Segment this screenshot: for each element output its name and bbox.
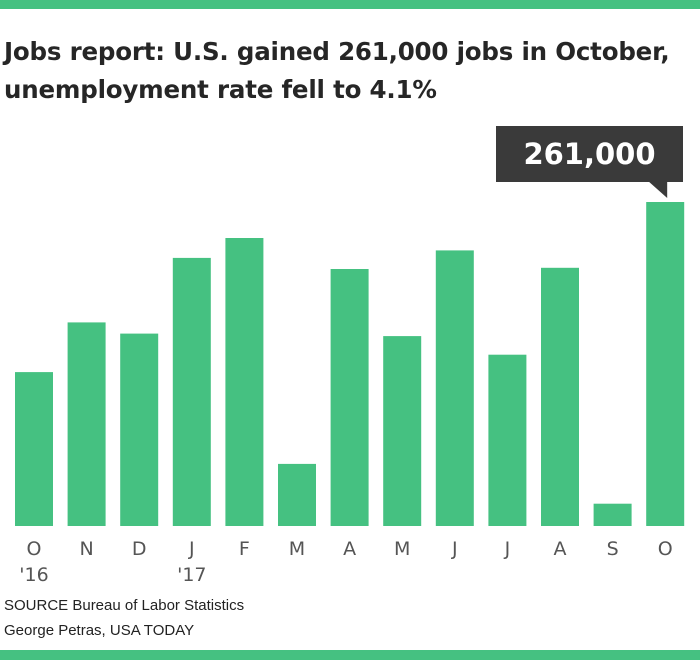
callout-box [496,126,683,182]
x-tick-label-5: M [289,538,305,560]
bar-6 [330,269,369,526]
bottom-accent-bar [0,650,700,660]
bar-12 [646,202,685,526]
x-tick-label-12: O [658,538,673,560]
x-tick-label-3: J [188,538,195,560]
x-tick-label-4: F [239,538,250,560]
bar-11 [593,503,632,526]
bar-3 [172,257,211,526]
x-tick-label-2: D [132,538,147,560]
x-tick-label-7: M [394,538,410,560]
x-tick-label-8: J [451,538,458,560]
bar-8 [435,250,474,526]
bar-10 [541,267,579,526]
x-tick-label-10: A [554,538,567,560]
x-tick-label-1: N [79,538,93,560]
credit-note: George Petras, USA TODAY [4,622,195,639]
year-label-0: '16 [19,564,48,586]
x-tick-label-9: J [504,538,511,560]
x-tick-label-0: O [27,538,42,560]
bar-9 [488,354,527,526]
chart-title: Jobs report: U.S. gained 261,000 jobs in… [4,37,670,104]
x-tick-label-6: A [343,538,356,560]
x-tick-label-11: S [607,538,619,560]
bar-2 [120,333,159,526]
bar-4 [225,238,264,526]
year-label-3: '17 [177,564,206,586]
bar-5 [278,463,316,526]
bar-0 [15,372,53,526]
top-accent-bar [0,0,700,9]
source-note: SOURCE Bureau of Labor Statistics [4,597,245,614]
bar-1 [67,322,106,526]
callout-value-label: 261,000 [523,137,655,171]
bar-chart: O '16 N D J '17 F M A M J J A S O 261,000 [15,126,685,586]
bar-7 [383,336,422,526]
callout-pointer [649,182,668,198]
